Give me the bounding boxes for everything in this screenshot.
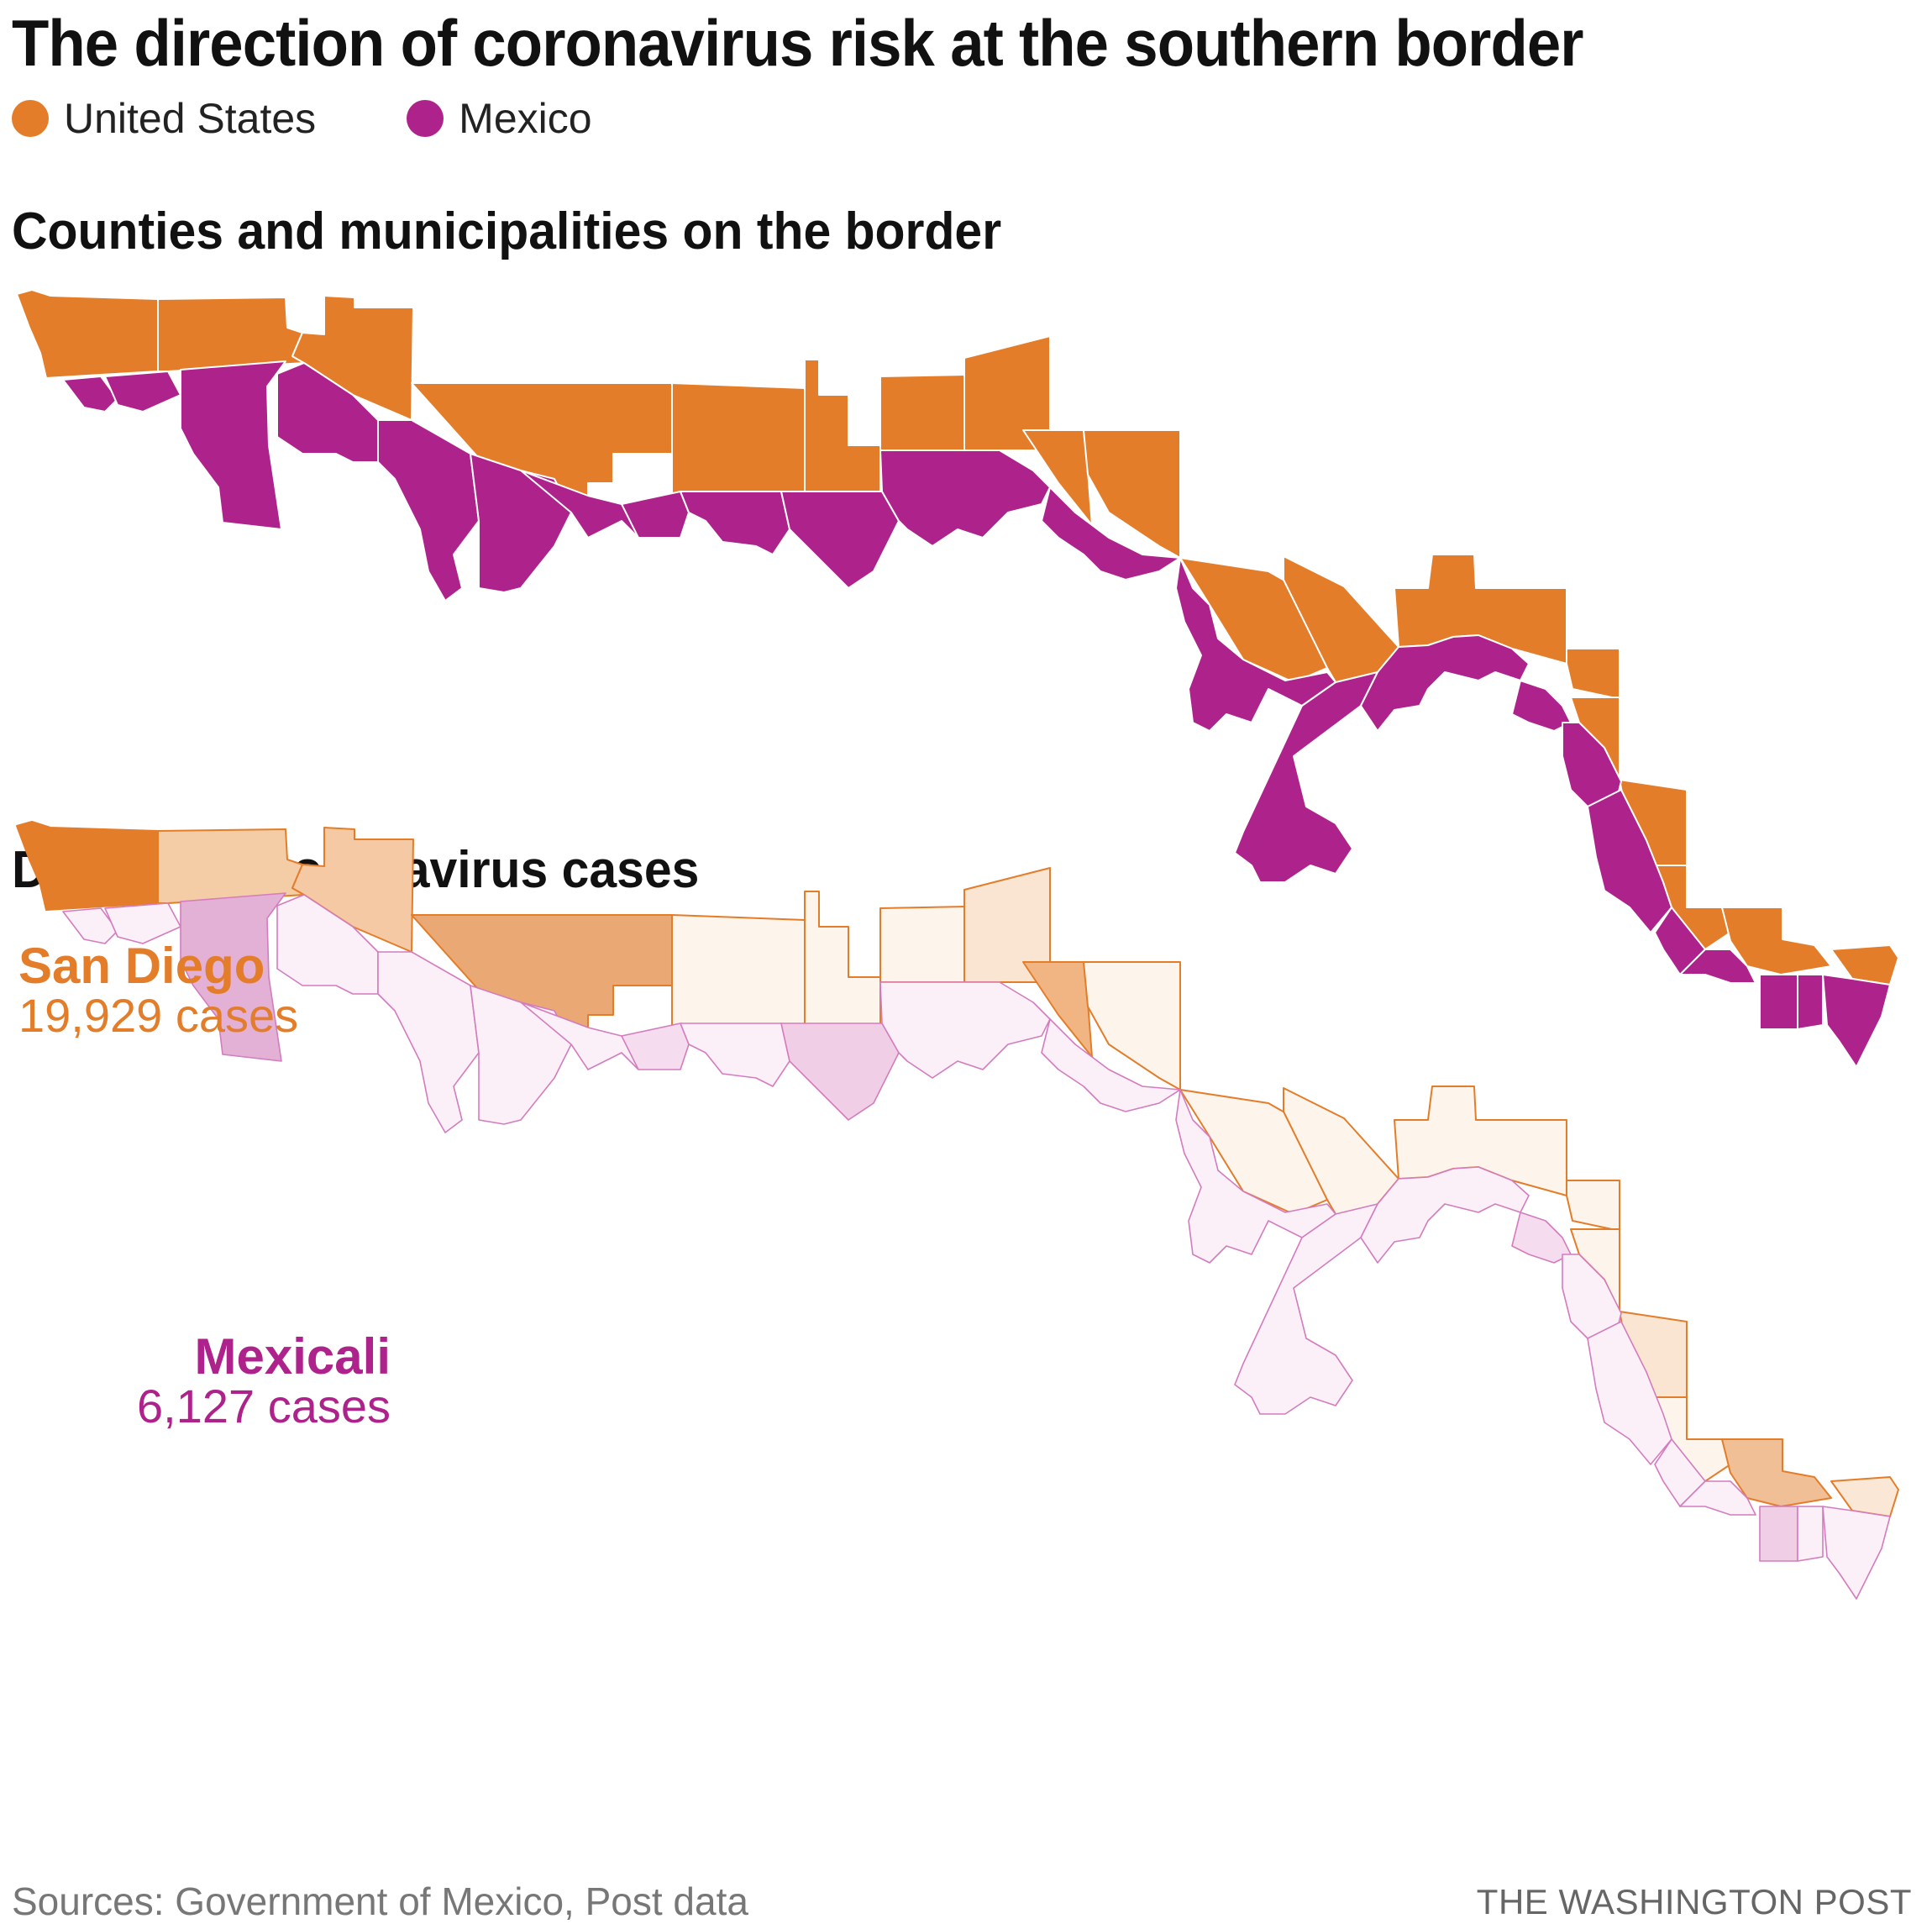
mx-municipality [680,491,790,555]
mx-municipality [1654,1438,1706,1507]
mx-municipality [1759,1506,1798,1562]
us-county [1721,907,1832,975]
callout-san-diego-cases: 19,929 cases [18,989,299,1042]
mx-municipality [276,894,379,995]
mx-municipality [1587,789,1672,933]
us-counties-density [16,821,1899,1517]
mx-municipality [1797,1506,1824,1562]
us-county [1022,429,1093,526]
us-county [804,359,881,497]
us-county [1083,429,1181,559]
legend-swatch-us [12,100,49,137]
callout-mexicali-cases: 6,127 cases [137,1380,391,1432]
callout-mexicali-name: Mexicali [194,1328,391,1385]
mx-municipality [1822,1506,1891,1600]
mx-municipality [1041,486,1181,581]
legend-item-us: United States [12,94,316,143]
us-county [671,382,806,497]
us-county [1830,1476,1899,1517]
borders-map-title: Counties and municipalities on the borde… [12,202,1002,260]
mx-municipality [879,981,1051,1079]
us-county-san-diego [16,821,159,911]
credit: THE WASHINGTON POST [1476,1882,1912,1921]
us-county [291,827,414,953]
mx-municipality [621,1022,690,1070]
density-map [16,821,1899,1600]
mx-municipality [276,362,379,463]
mx-municipality [1822,974,1891,1068]
us-county [291,295,414,421]
mx-municipalities [62,360,1891,1068]
us-county [1566,1180,1620,1232]
us-county [671,914,806,1028]
legend-item-mx: Mexico [407,94,592,143]
us-county [1721,1438,1832,1507]
mx-municipality [1234,671,1378,883]
us-county [16,289,159,379]
callout-mexicali: Mexicali 6,127 cases [101,1332,391,1432]
us-county [1022,961,1093,1058]
mx-municipality [1759,974,1798,1030]
mx-municipality [180,360,286,530]
source-note: Sources: Government of Mexico, Post data [12,1879,748,1923]
mx-municipality-mexicali [180,892,286,1062]
mx-municipality [1797,974,1824,1030]
mx-municipality [1360,634,1530,732]
legend-swatch-mx [407,100,444,137]
borders-map [16,289,1899,1068]
mx-municipality [104,902,181,944]
mx-municipality [1587,1321,1672,1465]
mx-municipality [1360,1166,1530,1264]
us-county [879,374,965,451]
mx-municipality [104,371,181,413]
legend: United States Mexico [12,94,683,143]
callout-san-diego: San Diego 19,929 cases [18,941,298,1041]
mx-municipality [377,419,480,602]
mx-municipalities-density [62,892,1891,1600]
us-county [879,906,965,983]
us-county [157,297,305,372]
mx-municipality [1175,557,1336,732]
mx-municipality [780,491,900,589]
mx-municipality [680,1022,790,1087]
mx-municipality [879,449,1051,547]
us-county [1566,648,1620,700]
mx-municipality [377,951,480,1133]
mx-municipality [1654,907,1706,975]
mx-municipality [62,376,118,413]
us-counties [16,289,1899,986]
callout-san-diego-name: San Diego [18,938,265,994]
mx-municipality [780,1022,900,1121]
mx-municipality [621,491,690,539]
chart-title: The direction of coronavirus risk at the… [12,6,1583,80]
mx-municipality [1679,1480,1756,1516]
us-county [1830,944,1899,986]
us-county [157,828,305,904]
legend-label-mx: Mexico [459,95,592,142]
mx-municipality [1041,1018,1181,1112]
mx-municipality [1175,1089,1336,1264]
mx-municipality [62,907,118,944]
us-county [1083,961,1181,1091]
legend-label-us: United States [64,95,317,142]
us-county [804,891,881,1028]
mx-municipality [1234,1203,1378,1415]
mx-municipality [1679,949,1756,984]
